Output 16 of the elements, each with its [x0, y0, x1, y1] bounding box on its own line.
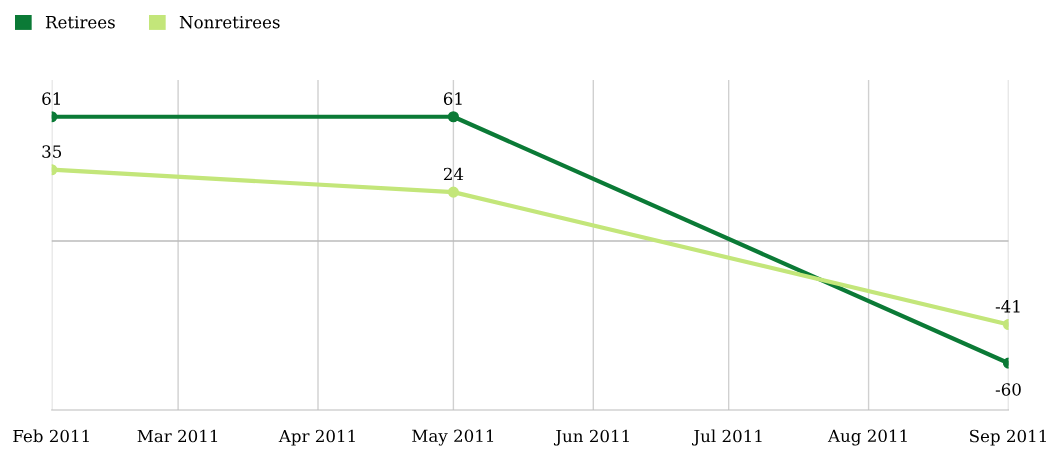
x-tick-label: Jul 2011	[692, 429, 762, 446]
x-tick-label: Sep 2011	[970, 429, 1046, 446]
x-tick-label: Aug 2011	[827, 429, 907, 446]
legend-label: Retirees	[45, 15, 115, 29]
x-tick-label: Apr 2011	[278, 429, 355, 446]
data-label: 61	[443, 92, 462, 105]
legend-label: Nonretirees	[179, 15, 280, 29]
x-tick-label: May 2011	[412, 429, 494, 446]
data-label: -60	[995, 383, 1021, 396]
x-tick-label: Feb 2011	[13, 429, 89, 443]
data-label: 61	[42, 92, 60, 105]
data-label: 24	[443, 167, 464, 181]
data-label: -41	[995, 300, 1020, 313]
x-tick-label: Mar 2011	[137, 429, 218, 443]
data-label: 35	[42, 145, 62, 158]
x-tick-label: Jun 2011	[553, 429, 629, 446]
